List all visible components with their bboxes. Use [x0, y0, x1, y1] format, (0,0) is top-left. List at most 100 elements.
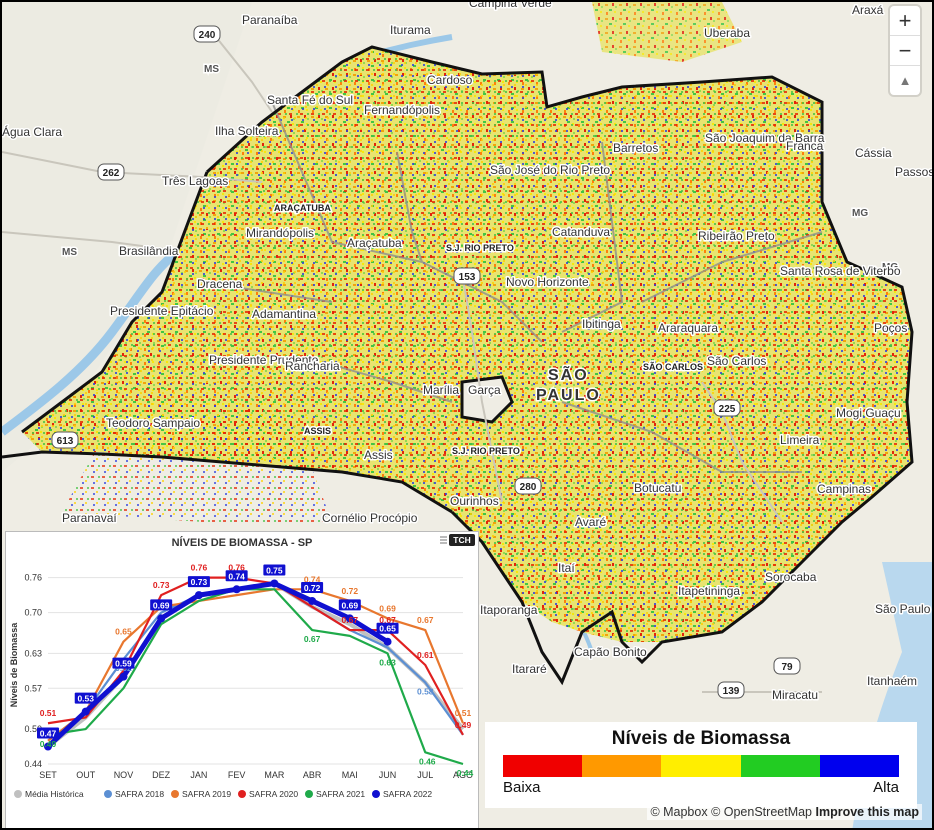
data-label-box — [263, 564, 286, 576]
road-shield: 139 — [723, 686, 740, 697]
data-label-box — [301, 581, 324, 593]
state-abbrev: MG — [852, 208, 868, 219]
legend-entry: SAFRA 2022 — [383, 789, 432, 799]
data-point — [119, 672, 128, 681]
series-line — [47, 576, 464, 736]
city-label: Campina Verde — [469, 2, 552, 10]
x-tick-label: OUT — [76, 770, 96, 780]
improve-map-link[interactable]: Improve this map — [815, 805, 920, 819]
y-tick-label: 0.76 — [24, 573, 42, 583]
map-attribution: © Mapbox © OpenStreetMap Improve this ma… — [647, 804, 922, 820]
state-label: PAULO — [536, 387, 601, 404]
data-label: 0.73 — [191, 577, 208, 587]
city-label: Iturama — [390, 23, 431, 37]
legend-marker — [14, 790, 22, 798]
city-label: Santa Rosa de Viterbo — [780, 264, 901, 278]
city-label: Brasilândia — [119, 244, 179, 258]
city-label: Itaí — [558, 561, 575, 575]
city-label: Franca — [786, 139, 824, 153]
road-shield: 262 — [103, 168, 120, 179]
state-abbrev: MS — [204, 64, 219, 75]
city-label: Paranavaí — [62, 511, 117, 525]
city-label: Araçatuba — [347, 236, 402, 250]
chart-badge: TCH — [453, 535, 470, 545]
legend-entry: SAFRA 2021 — [316, 789, 365, 799]
city-label: Ibitinga — [582, 317, 621, 331]
city-label: São Joaquim da Barra — [705, 131, 825, 145]
data-label: 0.76 — [191, 563, 208, 573]
biomass-chart-panel: NÍVEIS DE BIOMASSA - SP TCH 0.44 0.50 0.57 0.… — [5, 531, 479, 828]
data-label: 0.51 — [40, 708, 57, 718]
road-shield: 240 — [199, 30, 216, 41]
y-tick-label: 0.44 — [24, 759, 42, 769]
city-label: Adamantina — [252, 307, 316, 321]
city-label: São José do Rio Preto — [490, 163, 610, 177]
data-label: 0.69 — [153, 600, 170, 610]
data-label: 0.46 — [419, 756, 436, 766]
x-tick-label: FEV — [228, 770, 246, 780]
data-label-box — [187, 576, 210, 588]
zoom-in-button[interactable]: + — [890, 6, 920, 36]
data-label-box — [37, 727, 59, 739]
legend-swatch — [503, 755, 583, 777]
data-point — [232, 585, 241, 594]
zoom-control: + − ▲ — [890, 6, 920, 95]
city-label: Novo Horizonte — [506, 275, 589, 289]
city-label: Sorocaba — [765, 570, 817, 584]
data-label: 0.67 — [417, 615, 434, 625]
data-label: 0.51 — [455, 708, 472, 718]
data-point — [270, 579, 279, 588]
data-label: 0.61 — [417, 650, 434, 660]
zoom-out-button[interactable]: − — [890, 36, 920, 66]
legend-title: Níveis de Biomassa — [611, 728, 791, 749]
city-label: Araraquara — [658, 321, 718, 335]
city-label: Itararé — [512, 662, 547, 676]
data-label: 0.65 — [379, 624, 396, 634]
data-label: 0.74 — [304, 574, 321, 584]
data-label: 0.58 — [417, 686, 434, 696]
x-tick-label: JAN — [190, 770, 207, 780]
city-label: Poços — [874, 321, 907, 335]
legend-marker — [372, 790, 380, 798]
x-tick-label: AGO — [453, 770, 473, 780]
compass-button[interactable]: ▲ — [898, 73, 912, 88]
data-point — [308, 596, 317, 605]
mapbox-link[interactable]: © Mapbox — [650, 805, 708, 819]
city-label: Rancharia — [285, 359, 340, 373]
road-shields: 240 262 153 613 225 280 79 139 — [51, 25, 801, 699]
data-label-box — [112, 657, 135, 669]
y-tick-label: 0.50 — [24, 724, 42, 734]
data-label: 0.47 — [40, 729, 57, 739]
data-label: 0.74 — [228, 571, 245, 581]
data-point — [345, 614, 354, 623]
city-label: Itanhaém — [867, 674, 917, 688]
data-label: 0.67 — [379, 615, 396, 625]
data-label: 0.69 — [342, 600, 359, 610]
legend-swatch — [582, 755, 662, 777]
city-label: Presidente Epitácio — [110, 304, 214, 318]
series-line — [46, 580, 389, 749]
x-tick-label: SET — [39, 770, 57, 780]
city-label: Itapetininga — [678, 584, 740, 598]
city-label: Itaporanga — [480, 603, 538, 617]
city-label: Campinas — [817, 482, 871, 496]
city-label: Fernandópolis — [364, 103, 440, 117]
city-label: Mogi Guaçu — [836, 406, 901, 420]
legend-marker — [171, 790, 179, 798]
data-label-box — [225, 570, 248, 582]
road-shield: 613 — [57, 436, 74, 447]
y-tick-label: 0.57 — [24, 683, 42, 693]
biomass-legend: Níveis de Biomassa Baixa Alta — [485, 722, 917, 808]
data-label: 0.49 — [455, 720, 472, 730]
series-line — [47, 588, 465, 742]
chart-badge-bg — [449, 534, 475, 546]
menu-icon — [440, 536, 447, 544]
city-label: São Paulo — [875, 602, 931, 616]
city-label: São Carlos — [707, 354, 766, 368]
x-tick-label: MAI — [342, 770, 358, 780]
osm-link[interactable]: © OpenStreetMap — [711, 805, 813, 819]
data-label: 0.67 — [304, 634, 321, 644]
legend-entry: SAFRA 2018 — [115, 789, 164, 799]
